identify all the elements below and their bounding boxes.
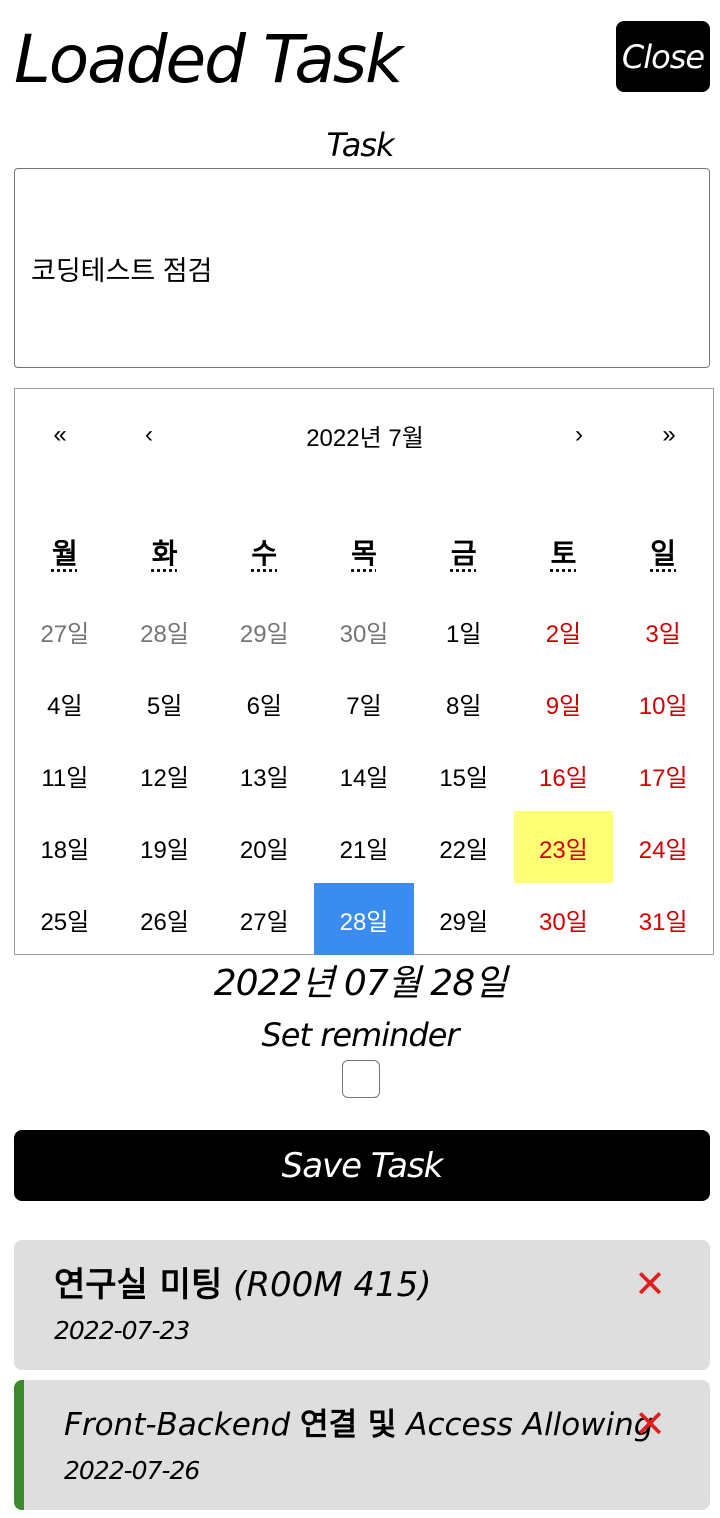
calendar-day[interactable]: 19일	[115, 811, 215, 883]
calendar-month-label[interactable]: 2022년 7월	[215, 403, 515, 467]
reminder-label: Set reminder	[261, 1016, 459, 1054]
calendar-day[interactable]: 29일	[414, 883, 514, 955]
calendar-day[interactable]: 14일	[314, 739, 414, 811]
calendar-day[interactable]: 11일	[15, 739, 115, 811]
calendar-day[interactable]: 12일	[115, 739, 215, 811]
calendar-day[interactable]: 25일	[15, 883, 115, 955]
calendar-day[interactable]: 22일	[414, 811, 514, 883]
calendar-day[interactable]: 15일	[414, 739, 514, 811]
task-item[interactable]: 연구실 미팅 (R00M 415) 2022-07-23 ✕	[14, 1240, 710, 1370]
calendar-day[interactable]: 5일	[115, 667, 215, 739]
calendar-day[interactable]: 16일	[514, 739, 614, 811]
calendar-day[interactable]: 29일	[214, 595, 314, 667]
task-item-title: Front-Backend 연결 및 Access Allowing	[64, 1407, 654, 1443]
delete-icon[interactable]: ✕	[630, 1404, 670, 1444]
weekday-mon: 월	[51, 538, 78, 569]
calendar-day[interactable]: 18일	[15, 811, 115, 883]
prev-year-button[interactable]: «	[15, 403, 105, 467]
calendar-day[interactable]: 27일	[15, 595, 115, 667]
calendar-day[interactable]: 4일	[15, 667, 115, 739]
calendar-day[interactable]: 30일	[314, 595, 414, 667]
weekday-fri: 금	[450, 538, 477, 569]
calendar-day[interactable]: 24일	[613, 811, 713, 883]
weekday-sun: 일	[650, 538, 677, 569]
task-item-title: 연구실 미팅 (R00M 415)	[54, 1265, 432, 1305]
next-month-button[interactable]: ›	[535, 403, 623, 467]
reminder-checkbox[interactable]	[342, 1060, 380, 1098]
calendar-day[interactable]: 17일	[613, 739, 713, 811]
calendar-day-today[interactable]: 23일	[513, 811, 614, 883]
weekday-wed: 수	[251, 538, 278, 569]
weekday-thu: 목	[351, 538, 377, 569]
calendar-day[interactable]: 31일	[613, 883, 713, 955]
page-title: Loaded Task	[14, 21, 403, 98]
calendar-days: 27일 28일 29일 30일 1일 2일 3일 4일 5일 6일 7일 8일 …	[15, 595, 713, 955]
calendar-day[interactable]: 28일	[115, 595, 215, 667]
delete-icon[interactable]: ✕	[630, 1264, 670, 1304]
weekday-tue: 화	[151, 538, 178, 569]
calendar-day[interactable]: 2일	[514, 595, 614, 667]
calendar-day[interactable]: 8일	[414, 667, 514, 739]
calendar-day[interactable]: 1일	[414, 595, 514, 667]
calendar-day[interactable]: 13일	[214, 739, 314, 811]
calendar-day[interactable]: 9일	[514, 667, 614, 739]
weekday-header: 월 화 수 목 금 토 일	[15, 519, 713, 589]
task-input[interactable]: 코딩테스트 점검	[14, 168, 710, 368]
calendar-day[interactable]: 30일	[514, 883, 614, 955]
task-input-value: 코딩테스트 점검	[31, 255, 213, 286]
selected-date: 2022년 07월 28일	[213, 963, 507, 1004]
calendar-day[interactable]: 3일	[613, 595, 713, 667]
calendar-day-selected[interactable]: 28일	[314, 883, 414, 955]
calendar: « ‹ 2022년 7월 › » 월 화 수 목 금 토 일 27일 28일 2…	[14, 388, 714, 955]
prev-month-button[interactable]: ‹	[105, 403, 193, 467]
task-item-reminder[interactable]: Front-Backend 연결 및 Access Allowing 2022-…	[14, 1380, 710, 1510]
calendar-day[interactable]: 27일	[214, 883, 314, 955]
task-item-date: 2022-07-23	[54, 1316, 190, 1345]
calendar-day[interactable]: 20일	[214, 811, 314, 883]
calendar-day[interactable]: 10일	[613, 667, 713, 739]
save-task-button[interactable]: Save Task	[14, 1130, 710, 1201]
task-item-date: 2022-07-26	[64, 1456, 200, 1485]
calendar-navigation: « ‹ 2022년 7월 › »	[15, 389, 713, 479]
calendar-day[interactable]: 26일	[115, 883, 215, 955]
task-label: Task	[326, 126, 395, 164]
calendar-day[interactable]: 6일	[214, 667, 314, 739]
calendar-day[interactable]: 7일	[314, 667, 414, 739]
calendar-day[interactable]: 21일	[314, 811, 414, 883]
weekday-sat: 토	[550, 538, 577, 569]
close-button[interactable]: Close	[616, 21, 710, 92]
next-year-button[interactable]: »	[625, 403, 713, 467]
